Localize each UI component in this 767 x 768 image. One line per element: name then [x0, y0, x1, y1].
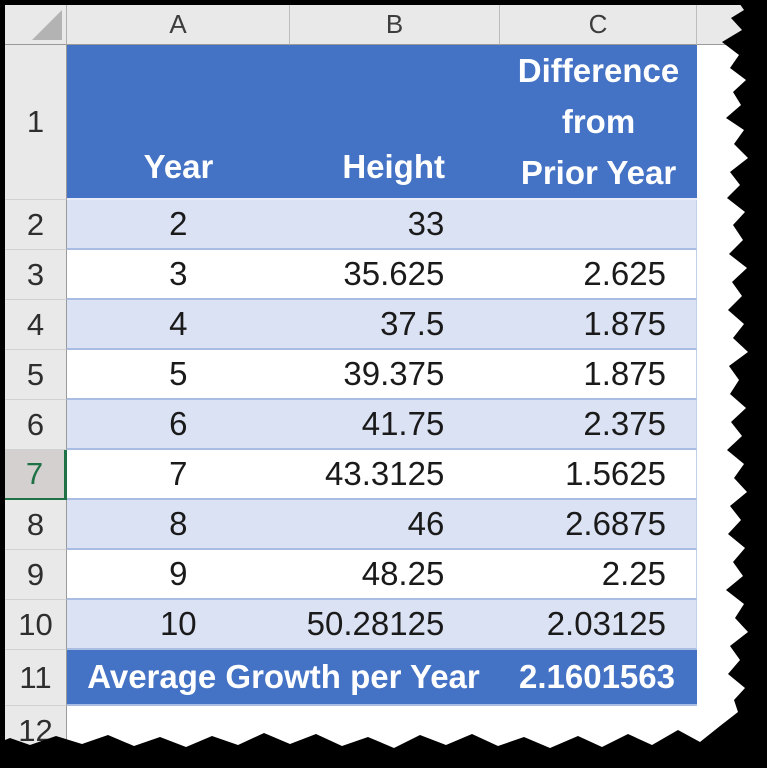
column-header-c[interactable]: C — [500, 5, 697, 45]
column-header-b[interactable]: B — [290, 5, 500, 45]
table-row: 4 4 37.5 1.875 — [5, 300, 767, 350]
cell-height[interactable]: 35.625 — [343, 255, 445, 292]
cell-diff[interactable]: 2.25 — [601, 555, 666, 592]
cell-d[interactable] — [67, 706, 767, 756]
column-header-a[interactable]: A — [67, 5, 290, 45]
cell-diff[interactable]: 2.03125 — [546, 605, 666, 642]
cell-d[interactable] — [697, 500, 767, 550]
cell-d[interactable] — [697, 650, 767, 706]
cell-d[interactable] — [697, 600, 767, 650]
spreadsheet-grid: A B C 1 Year Height Difference from Prio… — [5, 5, 767, 768]
cell-d1[interactable] — [697, 45, 767, 200]
diff-header-line2: from — [561, 103, 636, 140]
table-row: 10 10 50.28125 2.03125 — [5, 600, 767, 650]
row-header-11[interactable]: 11 — [5, 650, 67, 706]
cell-height[interactable]: 46 — [407, 505, 445, 542]
table-row: 8 8 46 2.6875 — [5, 500, 767, 550]
row-header-2[interactable]: 2 — [5, 200, 67, 250]
cell-d[interactable] — [697, 200, 767, 250]
cell-diff[interactable]: 1.875 — [583, 305, 666, 342]
cell-year[interactable]: 3 — [169, 255, 188, 292]
cell-average-growth-value[interactable]: 2.1601563 — [500, 650, 697, 706]
table-row: 6 6 41.75 2.375 — [5, 400, 767, 450]
row-header-9[interactable]: 9 — [5, 550, 67, 600]
row-header-1[interactable]: 1 — [5, 45, 67, 200]
select-all-triangle-icon — [32, 10, 62, 40]
cell-d[interactable] — [697, 300, 767, 350]
cell-height[interactable]: 41.75 — [361, 405, 445, 442]
cell-year[interactable]: 9 — [169, 555, 188, 592]
cell-b1-height-header[interactable]: Height — [290, 45, 500, 200]
cell-height[interactable]: 48.25 — [361, 555, 445, 592]
cell-d[interactable] — [697, 350, 767, 400]
row-header-8[interactable]: 8 — [5, 500, 67, 550]
cell-d[interactable] — [697, 450, 767, 500]
table-row: 2 2 33 — [5, 200, 767, 250]
cell-c1-diff-header[interactable]: Difference from Prior Year — [500, 45, 697, 200]
row-header-6[interactable]: 6 — [5, 400, 67, 450]
cell-average-growth-label[interactable]: Average Growth per Year — [67, 650, 500, 706]
row-header-12[interactable]: 12 — [5, 706, 67, 756]
row-header-3[interactable]: 3 — [5, 250, 67, 300]
cell-d[interactable] — [697, 400, 767, 450]
row-header-7-active[interactable]: 7 — [5, 450, 67, 500]
table-footer-row: 11 Average Growth per Year 2.1601563 — [5, 650, 767, 706]
table-row: 3 3 35.625 2.625 — [5, 250, 767, 300]
cell-a1-year-header[interactable]: Year — [67, 45, 290, 200]
cell-diff[interactable]: 1.5625 — [565, 455, 666, 492]
row-header-5[interactable]: 5 — [5, 350, 67, 400]
diff-header-line3: Prior Year — [520, 154, 677, 191]
table-row-partial: 12 — [5, 706, 767, 756]
cell-diff[interactable]: 1.875 — [583, 355, 666, 392]
cell-year[interactable]: 2 — [169, 205, 188, 242]
column-header-d-partial[interactable] — [697, 5, 767, 45]
table-row: 9 9 48.25 2.25 — [5, 550, 767, 600]
cell-diff[interactable] — [499, 200, 696, 248]
cell-diff[interactable]: 2.6875 — [565, 505, 666, 542]
cell-year[interactable]: 4 — [169, 305, 188, 342]
cell-year[interactable]: 7 — [169, 455, 188, 492]
cell-height[interactable]: 43.3125 — [325, 455, 445, 492]
cell-d[interactable] — [697, 550, 767, 600]
row-header-10[interactable]: 10 — [5, 600, 67, 650]
table-row: 5 5 39.375 1.875 — [5, 350, 767, 400]
table-header-row: 1 Year Height Difference from Prior Year — [5, 45, 767, 200]
cell-height[interactable]: 33 — [407, 205, 445, 242]
cell-height[interactable]: 37.5 — [380, 305, 445, 342]
cell-year[interactable]: 5 — [169, 355, 188, 392]
cell-diff[interactable]: 2.375 — [583, 405, 666, 442]
diff-header-line1: Difference — [517, 52, 680, 89]
select-all-corner[interactable] — [5, 5, 67, 45]
cell-diff[interactable]: 2.625 — [583, 255, 666, 292]
cell-height[interactable]: 39.375 — [343, 355, 445, 392]
cell-d[interactable] — [697, 250, 767, 300]
row-header-4[interactable]: 4 — [5, 300, 67, 350]
cell-year[interactable]: 10 — [159, 605, 197, 642]
table-row-active: 7 7 43.3125 1.5625 — [5, 450, 767, 500]
cell-year[interactable]: 8 — [169, 505, 188, 542]
cell-year[interactable]: 6 — [169, 405, 188, 442]
column-header-strip: A B C — [5, 5, 767, 45]
cell-height[interactable]: 50.28125 — [306, 605, 445, 642]
